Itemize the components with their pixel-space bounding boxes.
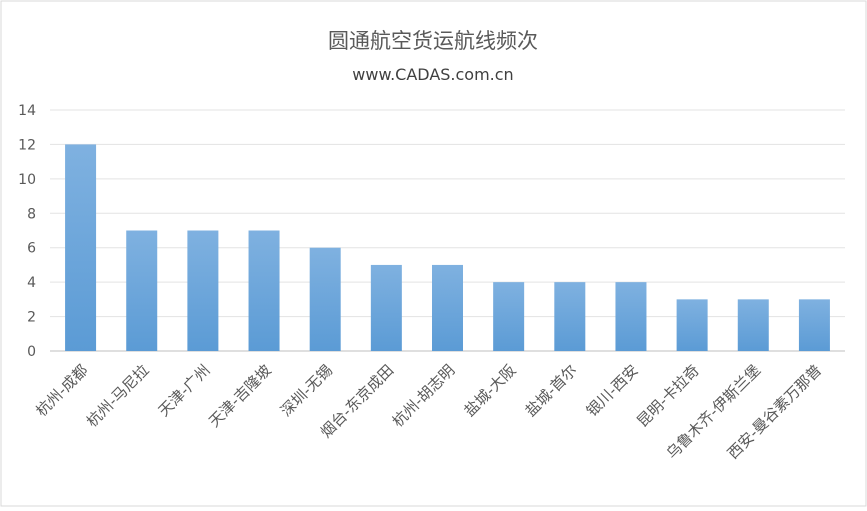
y-tick-label: 6 [27, 241, 36, 257]
bar [187, 230, 219, 351]
bar [737, 299, 769, 351]
bar [65, 144, 97, 351]
y-tick-label: 8 [27, 206, 36, 222]
bar [798, 299, 830, 351]
bar [554, 282, 586, 351]
y-tick-label: 2 [27, 310, 36, 326]
bar [370, 264, 402, 351]
y-tick-label: 14 [18, 103, 36, 119]
y-tick-label: 0 [27, 344, 36, 360]
bar [493, 282, 525, 351]
bar [432, 264, 463, 351]
chart-subtitle: www.CADAS.com.cn [352, 65, 513, 84]
bar [309, 247, 341, 351]
bar [248, 230, 280, 351]
y-tick-label: 10 [18, 172, 36, 188]
bar [676, 299, 708, 351]
chart-title: 圆通航空货运航线频次 [328, 29, 538, 53]
y-tick-label: 12 [18, 137, 36, 153]
y-tick-label: 4 [27, 275, 36, 291]
bar [126, 230, 158, 351]
bar [615, 282, 647, 351]
